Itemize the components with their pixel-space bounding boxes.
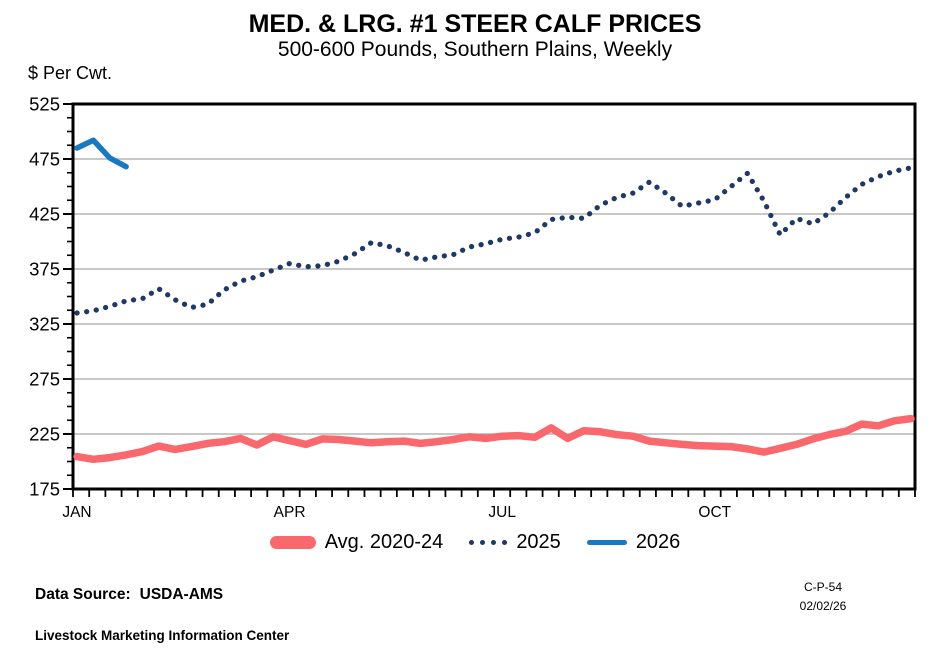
- chart-reference-block: C-P-54 02/02/26: [772, 578, 874, 616]
- solid-line-swatch-icon: [586, 540, 627, 545]
- legend-item-2025: 2025: [469, 531, 561, 554]
- series-2025: [74, 165, 914, 316]
- svg-text:OCT: OCT: [698, 504, 731, 521]
- legend-item-avg-2020-24: Avg. 2020-24: [269, 531, 444, 554]
- chart-subtitle: 500-600 Pounds, Southern Plains, Weekly: [277, 38, 673, 61]
- series-2026: [74, 137, 129, 170]
- chart-title: MED. & LRG. #1 STEER CALF PRICES: [248, 10, 702, 38]
- series-lines: [73, 137, 915, 464]
- data-source-value: USDA-AMS: [139, 586, 224, 603]
- svg-text:175: 175: [29, 479, 60, 500]
- chart-legend: Avg. 2020-24 2025 2026: [0, 531, 950, 554]
- svg-text:375: 375: [29, 259, 60, 280]
- dotted-line-swatch-icon: [469, 540, 508, 545]
- chart-date: 02/02/26: [799, 599, 847, 613]
- svg-text:APR: APR: [274, 504, 306, 521]
- svg-text:275: 275: [29, 369, 60, 390]
- svg-text:225: 225: [29, 424, 60, 445]
- svg-text:325: 325: [29, 314, 60, 335]
- svg-text:425: 425: [29, 204, 60, 225]
- data-source-line: Data Source: USDA-AMS: [35, 586, 223, 604]
- svg-text:JUL: JUL: [488, 504, 516, 521]
- chart-code: C-P-54: [803, 580, 842, 594]
- y-axis: 175 225 275 325 375 425 475 525: [29, 94, 73, 500]
- y-axis-unit-label: $ Per Cwt.: [28, 63, 113, 83]
- legend-label-avg-2020-24: Avg. 2020-24: [324, 531, 444, 553]
- plot-border: [71, 102, 917, 491]
- x-axis: JAN APR JUL OCT: [62, 489, 916, 521]
- legend-label-2025: 2025: [516, 531, 561, 553]
- gridlines: [73, 158, 915, 435]
- legend-label-2026: 2026: [635, 531, 681, 553]
- legend-item-2026: 2026: [586, 531, 681, 554]
- organization-name: Livestock Marketing Information Center: [35, 628, 290, 643]
- svg-text:475: 475: [29, 149, 60, 170]
- series-avg-2020-24: [73, 414, 915, 464]
- avg-2020-24-line-swatch-icon: [269, 536, 316, 549]
- data-source-label: Data Source:: [35, 586, 131, 603]
- svg-text:JAN: JAN: [62, 504, 91, 521]
- svg-text:525: 525: [29, 94, 60, 115]
